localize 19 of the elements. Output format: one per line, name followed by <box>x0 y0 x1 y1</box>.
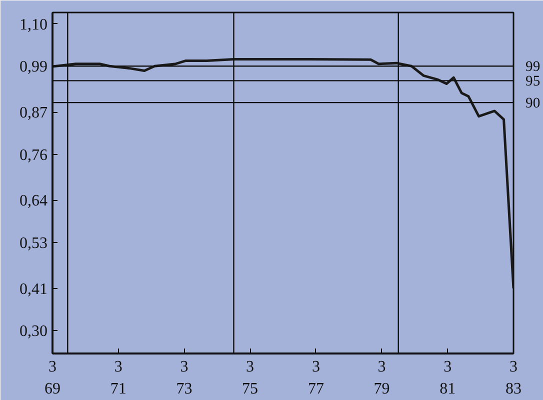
y-tick-label: 1,10 <box>20 16 48 34</box>
x-tick-label: 3 75 <box>242 358 258 398</box>
x-tick-label: 3 77 <box>308 358 324 398</box>
ref-line-label: 95 <box>526 74 540 90</box>
y-tick-label: 0,53 <box>20 234 48 252</box>
x-tick-label: 3 73 <box>176 358 192 398</box>
y-tick-label: 0,87 <box>20 104 48 122</box>
ref-line-label: 99 <box>526 59 540 76</box>
y-tick-label: 0,41 <box>20 280 48 298</box>
x-tick-label: 3 71 <box>110 358 126 398</box>
x-tick-label: 3 81 <box>440 358 456 398</box>
x-tick-label: 3 83 <box>506 358 522 398</box>
y-tick-label: 0,99 <box>20 58 48 76</box>
y-tick-label: 0,30 <box>20 323 48 340</box>
y-tick-label: 0,76 <box>20 146 48 164</box>
x-tick-label: 3 79 <box>374 358 390 398</box>
ref-line-label: 90 <box>526 96 540 112</box>
x-tick-label: 3 69 <box>44 358 60 398</box>
y-tick-label: 0,64 <box>20 192 48 210</box>
